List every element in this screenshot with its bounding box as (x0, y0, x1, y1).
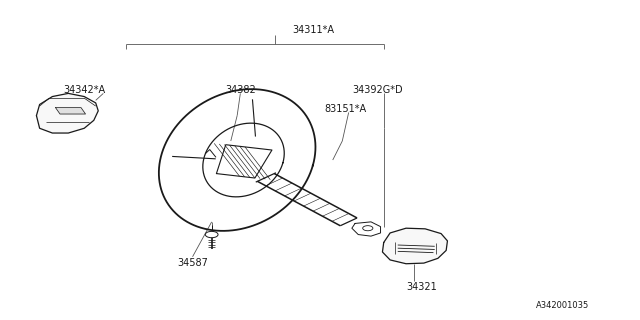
Polygon shape (352, 222, 381, 236)
Text: 34311*A: 34311*A (292, 25, 335, 35)
Polygon shape (383, 228, 447, 264)
Polygon shape (36, 93, 99, 133)
Text: A342001035: A342001035 (536, 301, 589, 310)
Polygon shape (56, 108, 86, 114)
Text: 34382: 34382 (225, 85, 256, 95)
Text: 83151*A: 83151*A (324, 104, 367, 114)
Polygon shape (216, 145, 272, 178)
Circle shape (205, 231, 218, 238)
Text: 34342*A: 34342*A (63, 85, 106, 95)
Text: 34392G*D: 34392G*D (352, 85, 403, 95)
Text: 34587: 34587 (177, 258, 208, 268)
Text: 34321: 34321 (406, 282, 437, 292)
